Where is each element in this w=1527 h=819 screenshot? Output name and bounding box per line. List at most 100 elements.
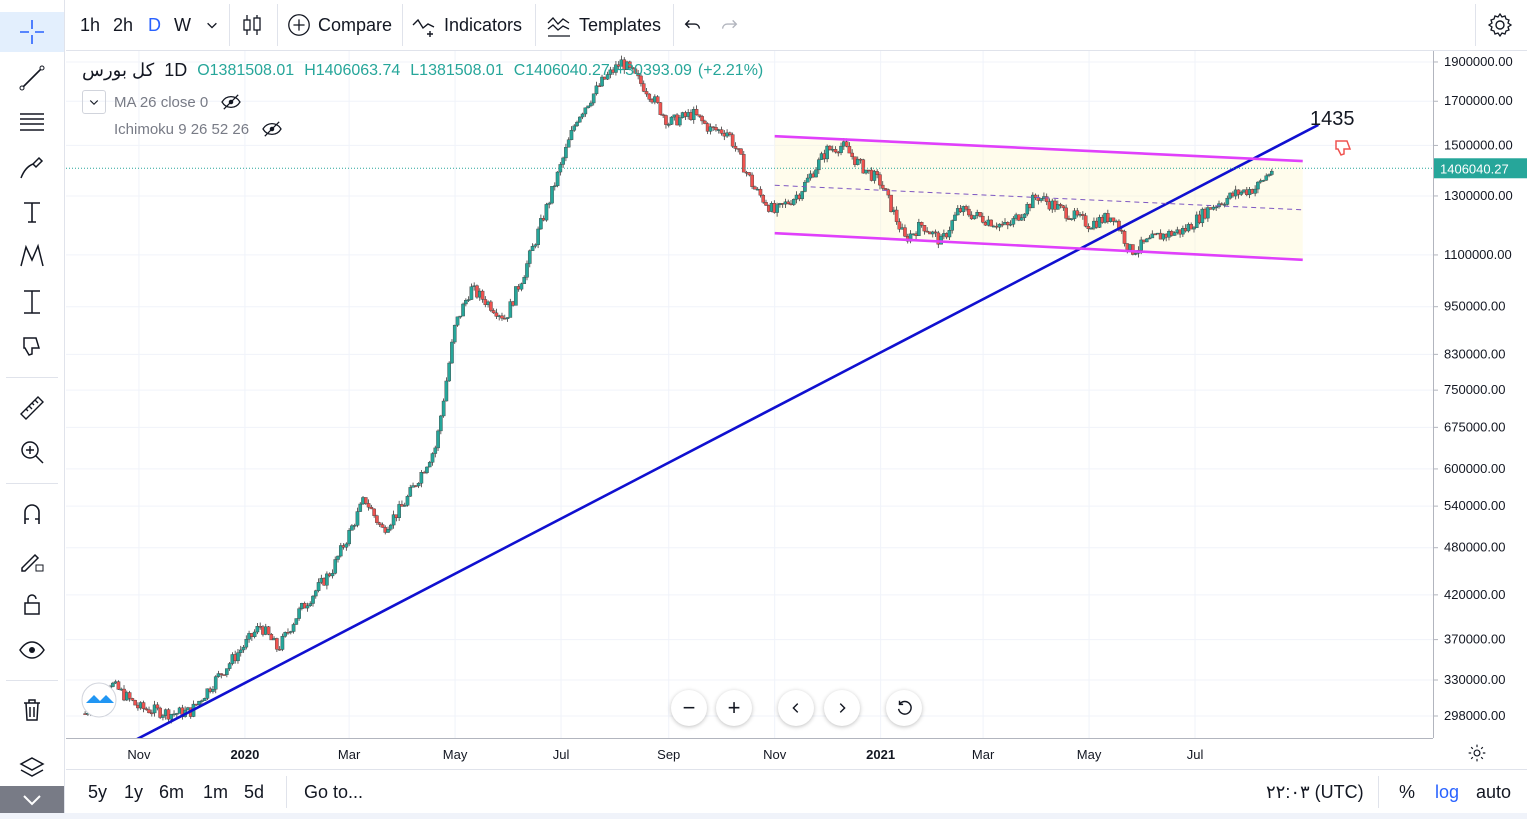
chart-type-button[interactable] [238, 0, 266, 50]
zoom-out-button[interactable]: − [671, 690, 707, 726]
timezone-button[interactable]: ۲۲:۰۳ (UTC) [1266, 781, 1364, 802]
zoom-tool[interactable] [0, 432, 64, 472]
collapse-legend-button[interactable] [82, 90, 106, 114]
auto-scale-toggle[interactable]: auto [1476, 781, 1512, 802]
indicators-button[interactable]: Indicators [410, 0, 522, 50]
object-tree-tool[interactable] [0, 748, 64, 788]
range-1y[interactable]: 1y [124, 781, 144, 802]
reset-chart-button[interactable] [886, 690, 922, 726]
candle-body [828, 145, 832, 150]
icon-tool[interactable] [0, 326, 64, 366]
percent-scale-toggle[interactable]: % [1399, 781, 1416, 802]
candle-body [305, 605, 310, 609]
candle-body [580, 113, 585, 118]
candle-body [589, 102, 593, 107]
undo-button[interactable] [682, 0, 704, 50]
lock-all-tool[interactable] [0, 584, 64, 624]
chart-pane[interactable] [66, 51, 1433, 738]
axis-settings-button[interactable] [1462, 740, 1492, 766]
range-5y[interactable]: 5y [88, 781, 108, 802]
time-tick-label: Mar [972, 747, 995, 762]
symbol-name[interactable]: کل بورس [82, 60, 155, 80]
trend-line-icon [19, 65, 45, 91]
annotation-text[interactable]: 1435 [1310, 108, 1355, 130]
goto-button[interactable]: Go to... [304, 781, 364, 802]
candle-body [127, 692, 132, 699]
scroll-right-button[interactable] [824, 690, 860, 726]
candle-body [197, 700, 201, 705]
candle-body [1056, 204, 1060, 210]
legend-close: C1406040.27 [513, 61, 610, 79]
candle-body [533, 244, 538, 247]
candles [83, 55, 1274, 724]
reset-icon [897, 700, 912, 715]
price-axis[interactable]: 1900000.00 1700000.00 1500000.00 1300000.00… [1433, 51, 1527, 738]
candle-body [452, 324, 457, 343]
lock-drawing-tool[interactable] [0, 540, 64, 580]
log-scale-toggle[interactable]: log [1435, 781, 1460, 802]
price-chart[interactable] [66, 51, 1433, 738]
candle-body [703, 120, 707, 124]
candle-body [147, 709, 151, 714]
candle-body [405, 496, 410, 506]
collapse-toolbar-button[interactable] [0, 786, 64, 813]
fib-tool[interactable] [0, 102, 64, 142]
chevron-right-icon [839, 703, 846, 713]
candle-body [730, 134, 735, 147]
range-5d[interactable]: 5d [244, 781, 265, 802]
measure-tool[interactable] [0, 282, 64, 322]
candle-body [391, 514, 396, 526]
compare-button[interactable]: Compare [286, 0, 392, 50]
candle-body [1039, 198, 1043, 201]
candle-body [719, 129, 724, 134]
eye-hidden-icon[interactable] [220, 93, 242, 111]
interval-w[interactable]: W [174, 14, 191, 35]
ma-indicator-label[interactable]: MA 26 close 0 [114, 93, 209, 111]
candle-body [338, 545, 343, 557]
eye-hidden-icon[interactable] [261, 120, 283, 138]
range-1m[interactable]: 1m [203, 781, 229, 802]
range-6m[interactable]: 6m [159, 781, 185, 802]
redo-button[interactable] [718, 0, 740, 50]
time-axis[interactable]: Nov 2020 Mar May Jul Sep Nov 2021 Mar May Jul [66, 738, 1433, 769]
templates-button[interactable]: Templates [545, 0, 661, 50]
trend-line-tool[interactable] [0, 58, 64, 98]
candle-body [989, 219, 993, 227]
candle-body [375, 515, 379, 523]
remove-drawings-tool[interactable] [0, 690, 64, 730]
candle-body [1270, 170, 1274, 175]
ichimoku-indicator-label[interactable]: Ichimoku 9 26 52 26 [114, 120, 250, 138]
candle-body [741, 154, 746, 173]
zoom-in-button[interactable]: + [716, 690, 752, 726]
candle-body [839, 145, 843, 153]
ruler-tool[interactable] [0, 388, 64, 428]
interval-d[interactable]: D [148, 14, 161, 35]
interval-2h[interactable]: 2h [113, 14, 134, 35]
crosshair-tool[interactable] [0, 12, 64, 52]
legend-interval: 1D [164, 60, 188, 80]
candle-body [575, 121, 579, 127]
hide-drawings-tool[interactable] [0, 630, 64, 670]
trash-icon [24, 699, 40, 721]
candle-body [525, 263, 529, 278]
time-tick-label: Jul [553, 747, 570, 762]
candle-body [358, 503, 363, 512]
channel-mid-line [774, 184, 1303, 211]
candle-body [825, 145, 829, 160]
candle-body [158, 707, 162, 718]
text-tool[interactable] [0, 192, 64, 232]
pattern-tool[interactable] [0, 236, 64, 276]
interval-1h[interactable]: 1h [80, 14, 101, 35]
candle-body [708, 126, 713, 132]
brush-tool[interactable] [0, 148, 64, 188]
magnet-tool[interactable] [0, 494, 64, 534]
chart-settings-button[interactable] [1478, 4, 1522, 46]
interval-dropdown[interactable] [205, 0, 219, 50]
scroll-left-button[interactable] [778, 690, 814, 726]
candle-body [1206, 207, 1210, 219]
candle-body [333, 559, 338, 574]
candle-body [280, 636, 285, 650]
crosshair-icon [20, 20, 44, 44]
plus-icon: + [727, 695, 741, 720]
candle-body [894, 209, 899, 222]
